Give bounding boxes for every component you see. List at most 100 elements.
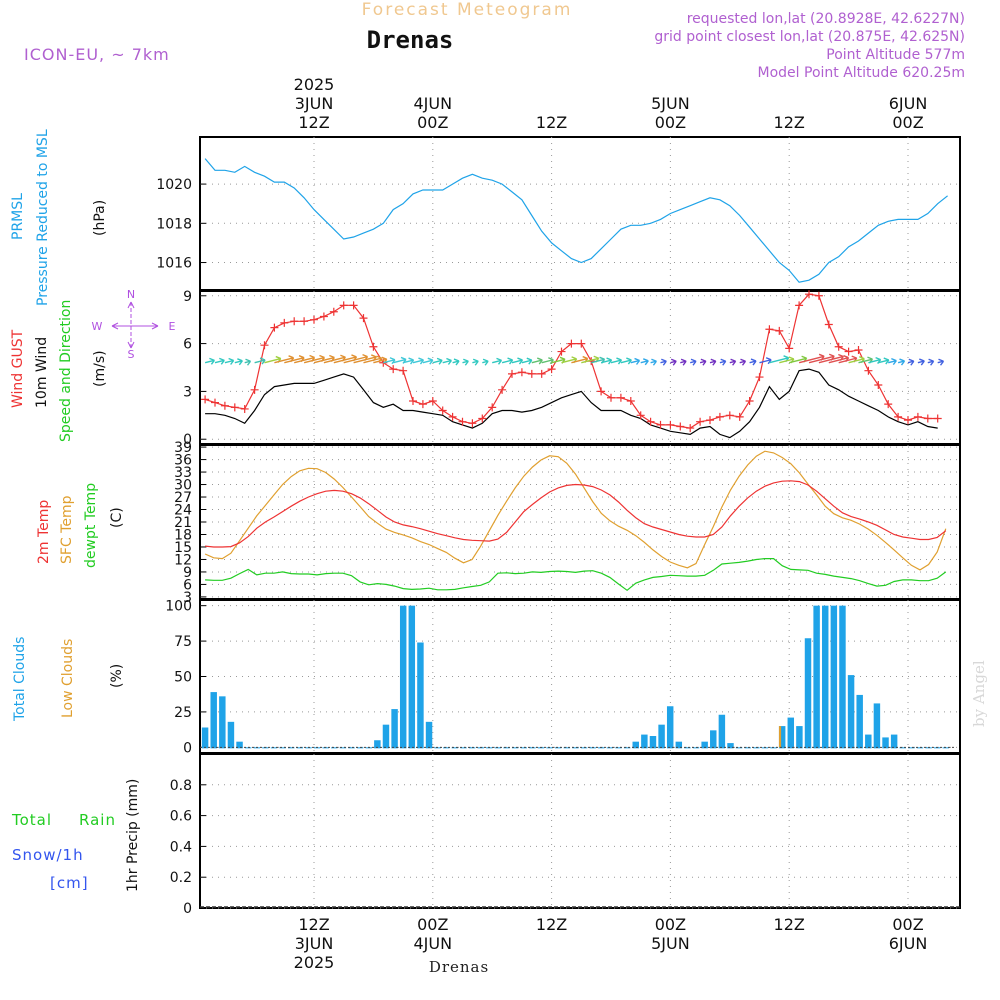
wind-direction-arrow [798,355,825,364]
bottom-time-label: 2025 [294,953,335,972]
total-clouds-bar [718,714,726,749]
model-altitude: Model Point Altitude 620.25m [758,65,965,81]
temp-dew-label: dewpt Temp [83,483,99,568]
total-clouds-bar [460,747,467,749]
temperature-tick-label: 15 [174,540,192,556]
wind-gust-line-marker [211,398,219,407]
wind-direction-arrowhead [606,357,613,365]
wind-gust-line-marker [715,412,724,421]
wind-direction-arrow [521,359,532,364]
top-time-label: 00Z [655,113,686,132]
clouds-unit: (%) [109,664,125,688]
wind-gust-line-marker [359,314,368,323]
precip-total-label: Total [11,811,52,829]
wind-direction-arrowhead [526,357,533,365]
wind-direction-arrowhead [634,357,641,365]
total-clouds-bar [796,726,803,749]
wind-gust-line-marker [280,318,289,327]
pressure-tick-label: 1018 [156,216,192,232]
total-clouds-bar [331,747,338,749]
wind-gust-line-marker [567,339,576,348]
wind-gust-line-marker [527,369,536,378]
total-clouds-bar [451,747,459,749]
wind-direction-arrow [858,358,873,364]
wind-direction-arrow [610,359,622,364]
total-clouds-bar [899,747,906,749]
wind-direction-arrowhead [408,357,415,365]
total-clouds-bar [649,736,657,749]
wind-direction-arrowhead [482,358,489,366]
wind-gust-line-marker [488,403,497,412]
temp-sfc-label: SFC Temp [59,495,75,564]
wind-direction-arrow [779,358,795,364]
wind-gust-line-marker [904,416,912,425]
total-clouds-bar [270,747,278,749]
clouds-tick-label: 100 [165,599,192,615]
precip-cm-label: [cm] [50,874,89,892]
top-time-label: 12Z [298,113,329,132]
wind-direction-arrowhead [507,357,514,365]
wind-gust-line-marker [616,393,625,402]
temperature-tick-label: 3 [183,590,192,606]
wind-gust-line-marker [260,341,269,350]
wind-gust-line-marker [636,411,645,420]
wind-direction-arrowhead [740,358,747,366]
pressure-unit: (hPa) [92,200,108,236]
wind-dir-label: Speed and Direction [58,300,74,442]
compass-e: E [169,320,176,333]
wind-gust-line-marker [785,344,794,353]
wind-direction-arrow [313,356,335,364]
wind-gust-line-marker [874,381,883,390]
wind-tick-label: 9 [183,289,192,305]
temp-2m-label: 2m Temp [36,500,52,564]
wind-gust-line-marker [755,373,764,382]
wind-direction-arrow [789,357,807,364]
wind-direction-arrowhead [891,357,897,366]
total-clouds-bar [391,709,398,749]
total-clouds-bar [443,747,450,749]
total-clouds-bar [399,605,407,749]
wind-direction-arrow [492,359,502,364]
total-clouds-bar [615,747,622,749]
wind-direction-arrowhead [517,357,524,365]
wind-direction-arrow [531,359,543,364]
compass-arrowheads [111,301,159,349]
wind-direction-arrowhead [919,358,925,366]
grid-point-coords: grid point closest lon,lat (20.875E, 42.… [654,29,965,45]
wind-gust-line-marker [339,301,348,310]
wind-gust-line-marker [626,396,635,405]
wind-gust-line-marker [646,417,655,426]
wind-direction-arrowhead [720,358,727,366]
wind-direction-arrowhead [651,358,657,366]
total-clouds-bar [658,724,665,749]
clouds-panel: 0 25 50 75 100 [165,599,961,756]
wind-direction-arrowhead [883,357,890,365]
wind-gust-line-marker [854,345,863,354]
wind-gust-line-marker [468,419,477,428]
compass-rose: N S W E [92,288,176,361]
bottom-time-label: 3JUN [295,934,334,953]
total-clouds-bar [744,747,751,749]
wind-direction-arrow [888,359,897,364]
wind-direction-arrow [234,360,243,364]
wind-direction-arrowhead [427,357,434,365]
pressure-label-reduced: Pressure Reduced to MSL [35,129,51,306]
pressure-tick-label: 1016 [156,256,192,272]
wind-direction-arrow [878,359,889,364]
wind-gust-line-marker [349,301,358,310]
wind-direction-arrowhead [453,358,460,366]
total-clouds-bar [666,706,674,749]
wind-gust-line-marker [300,317,309,326]
wind-direction-arrow [204,359,215,364]
total-clouds-bar [735,747,743,749]
wind-gust-line-marker [399,366,408,375]
wind-direction-arrowhead [899,358,906,366]
wind-gust-line-marker [428,396,437,405]
wind-direction-arrowhead [472,358,479,366]
wind-gust-line-marker [805,290,813,299]
temperature-tick-label: 12 [174,552,192,568]
wind-direction-arrow [808,355,835,364]
total-clouds-bar [279,747,286,749]
wind-direction-arrow [838,357,857,364]
total-clouds-bar [710,730,717,749]
